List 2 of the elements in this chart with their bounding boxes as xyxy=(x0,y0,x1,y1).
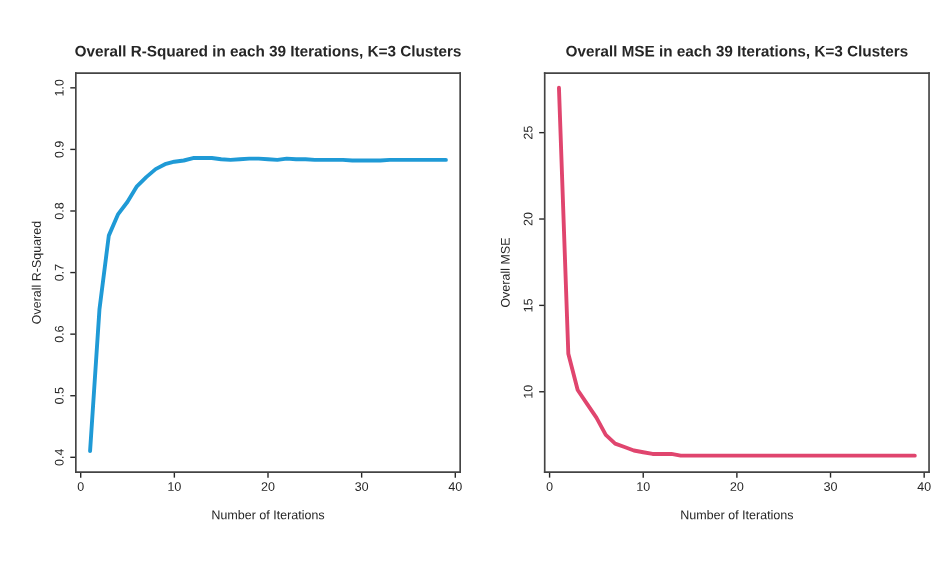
line-series xyxy=(557,85,917,458)
line-series xyxy=(88,156,448,454)
